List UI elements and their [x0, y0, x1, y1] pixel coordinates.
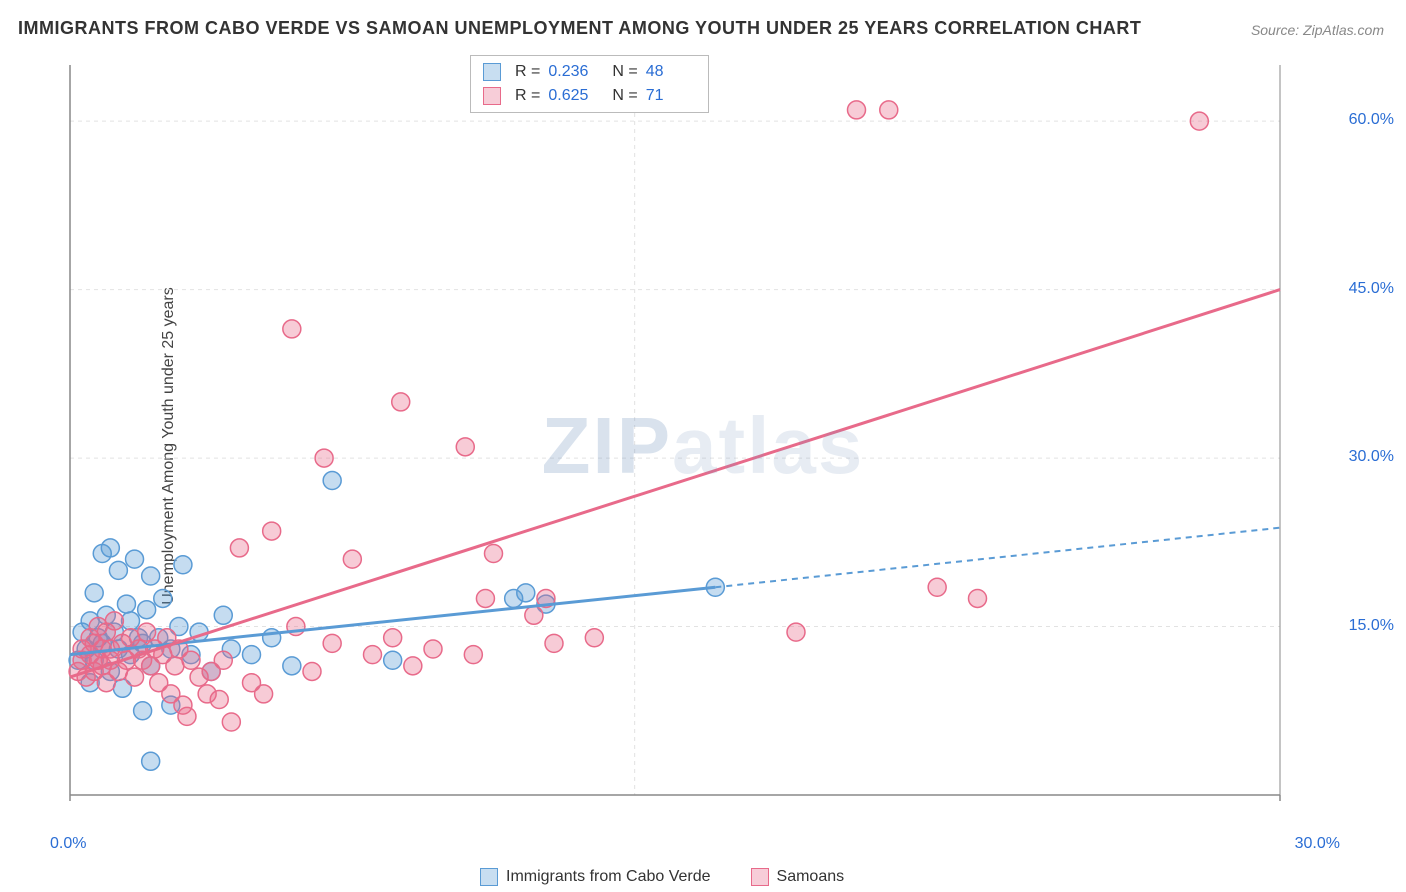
- r-label: R =: [515, 63, 540, 81]
- swatch-cabo-verde: [483, 63, 501, 81]
- r-value-cabo: 0.236: [548, 63, 598, 81]
- swatch-samoan: [751, 868, 769, 886]
- legend-item-cabo: Immigrants from Cabo Verde: [480, 868, 711, 886]
- chart-title: IMMIGRANTS FROM CABO VERDE VS SAMOAN UNE…: [18, 18, 1141, 39]
- plot-area: [60, 55, 1340, 825]
- stats-row-samoan: R = 0.625 N = 71: [483, 84, 696, 108]
- legend-item-samoan: Samoans: [751, 868, 845, 886]
- stats-row-cabo: R = 0.236 N = 48: [483, 60, 696, 84]
- y-tick-30: 30.0%: [1349, 448, 1394, 466]
- n-label: N =: [612, 63, 637, 81]
- x-tick-1: 30.0%: [1295, 835, 1340, 853]
- y-tick-45: 45.0%: [1349, 280, 1394, 298]
- n-value-samoan: 71: [646, 87, 696, 105]
- scatter-svg: [60, 55, 1340, 825]
- swatch-samoan: [483, 87, 501, 105]
- y-tick-60: 60.0%: [1349, 111, 1394, 129]
- source-attribution: Source: ZipAtlas.com: [1251, 22, 1384, 38]
- y-axis-labels: 15.0% 30.0% 45.0% 60.0%: [1314, 55, 1394, 825]
- r-label: R =: [515, 87, 540, 105]
- n-label: N =: [612, 87, 637, 105]
- x-axis-labels: 0.0% 30.0%: [60, 835, 1340, 865]
- x-tick-0: 0.0%: [50, 835, 86, 853]
- legend-label-cabo: Immigrants from Cabo Verde: [506, 868, 711, 886]
- series-legend: Immigrants from Cabo Verde Samoans: [480, 868, 844, 886]
- n-value-cabo: 48: [646, 63, 696, 81]
- correlation-chart: IMMIGRANTS FROM CABO VERDE VS SAMOAN UNE…: [0, 0, 1406, 892]
- stats-legend: R = 0.236 N = 48 R = 0.625 N = 71: [470, 55, 709, 113]
- legend-label-samoan: Samoans: [777, 868, 845, 886]
- swatch-cabo-verde: [480, 868, 498, 886]
- r-value-samoan: 0.625: [548, 87, 598, 105]
- y-tick-15: 15.0%: [1349, 617, 1394, 635]
